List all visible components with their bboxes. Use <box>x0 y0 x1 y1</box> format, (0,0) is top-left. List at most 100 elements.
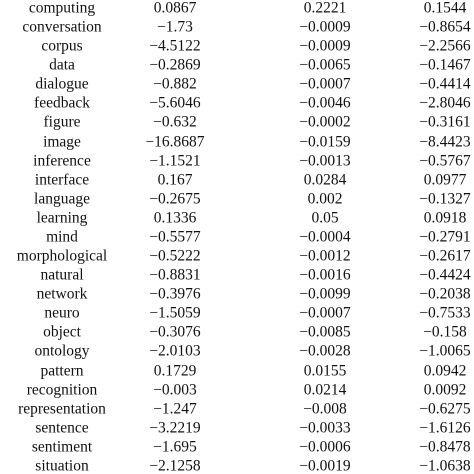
term-cell: pattern <box>40 361 84 379</box>
value-cell: −0.003 <box>153 380 197 398</box>
value-cell: 0.05 <box>311 209 339 227</box>
value-cell: 0.002 <box>307 190 343 208</box>
term-cell: sentiment <box>31 438 93 456</box>
value-cell: −0.2038 <box>419 285 471 303</box>
value-cell: −0.3076 <box>149 323 201 341</box>
value-cell: −0.0006 <box>299 438 351 456</box>
term-cell: conversation <box>22 18 102 36</box>
term-cell: inference <box>33 151 91 169</box>
value-cell: −4.5122 <box>149 37 201 55</box>
value-cell: −1.695 <box>153 438 197 456</box>
value-cell: −0.4424 <box>419 266 471 284</box>
value-cell: −0.0007 <box>299 304 351 322</box>
term-cell: corpus <box>41 37 83 55</box>
term-cell: network <box>36 285 88 303</box>
value-cell: −0.3161 <box>419 113 471 131</box>
value-cell: −0.0046 <box>299 94 351 112</box>
value-cell: 0.0155 <box>303 361 347 379</box>
value-cell: −0.7533 <box>419 304 471 322</box>
value-cell: −3.2219 <box>149 419 201 436</box>
value-cell: −0.8654 <box>419 18 471 36</box>
term-cell: dialogue <box>35 75 89 93</box>
value-cell: −0.0009 <box>299 37 351 55</box>
value-cell: −2.2566 <box>419 37 471 55</box>
value-cell: −5.6046 <box>149 94 201 112</box>
value-cell: 0.0867 <box>153 0 197 17</box>
value-cell: 0.0214 <box>303 380 347 398</box>
value-cell: −0.2675 <box>149 190 201 208</box>
value-cell: −0.0012 <box>299 247 351 265</box>
value-cell: 0.1336 <box>153 209 197 227</box>
term-cell: data <box>49 56 75 74</box>
term-cell: representation <box>18 399 106 417</box>
value-cell: 0.0942 <box>423 361 467 379</box>
value-cell: −0.0065 <box>299 56 351 74</box>
value-cell: −0.8831 <box>149 266 201 284</box>
value-cell: −0.5577 <box>149 228 201 246</box>
term-cell: ontology <box>34 342 90 360</box>
value-cell: −0.6275 <box>419 399 471 417</box>
term-cell: morphological <box>16 247 108 265</box>
value-cell: 0.1544 <box>423 0 467 17</box>
value-cell: −1.1521 <box>149 151 201 169</box>
value-cell: −1.6126 <box>419 419 471 436</box>
value-cell: −1.0638 <box>419 457 471 474</box>
term-cell: learning <box>36 209 88 227</box>
term-cell: mind <box>46 228 78 246</box>
value-cell: −0.1327 <box>419 190 471 208</box>
value-cell: −0.2791 <box>419 228 471 246</box>
value-cell: 0.0918 <box>423 209 467 227</box>
value-cell: −0.008 <box>303 399 347 417</box>
value-cell: −0.3976 <box>149 285 201 303</box>
value-cell: −0.0002 <box>299 113 351 131</box>
term-cell: feedback <box>34 94 90 112</box>
term-cell: figure <box>43 113 81 131</box>
term-cell: image <box>43 132 81 150</box>
value-cell: 0.0284 <box>303 170 347 188</box>
value-cell: 0.2221 <box>303 0 347 17</box>
value-cell: −0.0007 <box>299 75 351 93</box>
term-cell: recognition <box>26 380 98 398</box>
value-cell: 0.0977 <box>423 170 467 188</box>
term-cell: situation <box>35 457 89 474</box>
value-cell: −8.4423 <box>419 132 471 150</box>
term-cell: interface <box>34 170 90 188</box>
value-cell: −1.5059 <box>149 304 201 322</box>
value-cell: −1.73 <box>157 18 193 36</box>
value-cell: 0.0092 <box>423 380 467 398</box>
value-cell: −0.0028 <box>299 342 351 360</box>
value-cell: −0.8478 <box>419 438 471 456</box>
term-cell: computing <box>28 0 96 17</box>
term-cell: neuro <box>44 304 80 322</box>
value-cell: −0.158 <box>423 323 467 341</box>
value-cell: −0.0085 <box>299 323 351 341</box>
value-cell: −2.1258 <box>149 457 201 474</box>
value-cell: −0.882 <box>153 75 197 93</box>
term-cell: natural <box>40 266 84 284</box>
term-cell: language <box>34 190 90 208</box>
value-cell: −1.0065 <box>419 342 471 360</box>
value-cell: −0.5222 <box>149 247 201 265</box>
value-cell: −0.632 <box>153 113 197 131</box>
value-cell: −0.0004 <box>299 228 351 246</box>
value-cell: −0.0009 <box>299 18 351 36</box>
term-cell: object <box>43 323 81 341</box>
value-cell: −0.5767 <box>419 151 471 169</box>
value-cell: −1.247 <box>153 399 197 417</box>
value-cell: −0.2869 <box>149 56 201 74</box>
value-cell: −16.8687 <box>145 132 205 150</box>
value-cell: −0.0019 <box>299 457 351 474</box>
value-cell: −0.0016 <box>299 266 351 284</box>
value-cell: −0.1467 <box>419 56 471 74</box>
value-cell: −0.2617 <box>419 247 471 265</box>
value-cell: −2.0103 <box>149 342 201 360</box>
value-cell: −0.0033 <box>299 419 351 436</box>
value-cell: −0.0099 <box>299 285 351 303</box>
value-cell: −0.0159 <box>299 132 351 150</box>
value-cell: −0.0013 <box>299 151 351 169</box>
value-cell: −0.4414 <box>419 75 471 93</box>
value-cell: 0.1729 <box>153 361 197 379</box>
term-cell: sentence <box>35 419 89 436</box>
value-cell: −2.8046 <box>419 94 471 112</box>
